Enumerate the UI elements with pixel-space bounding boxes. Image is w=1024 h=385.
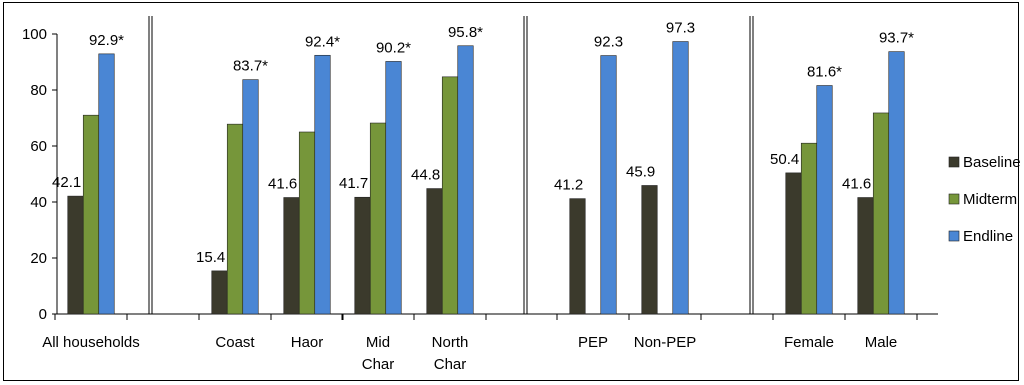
data-label-baseline: 44.8 [411, 167, 440, 184]
data-label-endline: 92.9* [89, 32, 124, 49]
x-category-label: North [432, 334, 469, 351]
y-tick-label: 100 [22, 26, 47, 43]
y-tick-label: 80 [30, 82, 47, 99]
y-tick-label: 20 [30, 250, 47, 267]
bar-baseline [67, 195, 84, 315]
x-category-label: Coast [215, 334, 255, 351]
data-label-endline: 92.3 [594, 34, 623, 51]
data-label-endline: 83.7* [233, 58, 268, 75]
bar-baseline [857, 197, 874, 315]
bar-baseline [641, 185, 658, 315]
bar-midterm [441, 76, 459, 315]
data-label-endline: 90.2* [376, 39, 411, 56]
x-category-label: Char [434, 356, 467, 373]
x-category-label: Non-PEP [634, 334, 697, 351]
data-label-endline: 93.7* [879, 30, 914, 47]
legend-label-baseline: Baseline [963, 154, 1021, 171]
data-label-baseline: 50.4 [770, 151, 799, 168]
bar-endline [600, 55, 617, 315]
x-category-label: Male [865, 334, 898, 351]
bar-endline [385, 61, 402, 315]
y-tick-label: 60 [30, 138, 47, 155]
bar-midterm [226, 123, 244, 315]
legend-swatch-midterm [948, 193, 960, 205]
data-label-baseline: 41.6 [268, 176, 297, 193]
data-label-baseline: 45.9 [626, 163, 655, 180]
bar-baseline [569, 198, 586, 315]
data-label-baseline: 41.7 [339, 175, 368, 192]
bar-endline [314, 54, 331, 315]
legend-swatch-endline [948, 230, 960, 242]
bar-midterm [872, 112, 890, 315]
x-category-label: Female [784, 334, 834, 351]
data-label-endline: 95.8* [448, 24, 483, 41]
data-label-baseline: 42.1 [52, 174, 81, 191]
bar-baseline [426, 188, 443, 315]
y-tick-label: 0 [39, 306, 47, 323]
bar-midterm [82, 114, 100, 315]
bar-baseline [211, 270, 228, 315]
bar-endline [672, 41, 689, 315]
x-category-label: Haor [291, 334, 324, 351]
x-category-label: All households [42, 334, 140, 351]
bar-endline [98, 53, 115, 315]
bar-endline [242, 79, 259, 315]
bar-midterm [298, 131, 316, 315]
bar-endline [457, 45, 474, 315]
x-category-label: PEP [578, 334, 608, 351]
bar-baseline [354, 196, 371, 315]
bar-midterm [369, 122, 387, 315]
bar-endline [888, 51, 905, 315]
y-tick-label: 40 [30, 194, 47, 211]
data-label-baseline: 41.2 [554, 177, 583, 194]
bar-baseline [785, 172, 802, 315]
data-label-endline: 92.4* [305, 33, 340, 50]
x-category-label: Char [362, 356, 395, 373]
x-category-label: Mid [366, 334, 390, 351]
chart-frame [3, 2, 1019, 381]
data-label-endline: 97.3 [666, 20, 695, 37]
bar-endline [816, 85, 833, 315]
data-label-baseline: 41.6 [842, 176, 871, 193]
data-label-baseline: 15.4 [196, 249, 225, 266]
bar-baseline [283, 197, 300, 315]
legend-label-midterm: Midterm [963, 191, 1017, 208]
data-label-endline: 81.6* [807, 64, 842, 81]
legend-label-endline: Endline [963, 228, 1013, 245]
bar-midterm [800, 142, 818, 315]
legend-swatch-baseline [948, 156, 960, 168]
